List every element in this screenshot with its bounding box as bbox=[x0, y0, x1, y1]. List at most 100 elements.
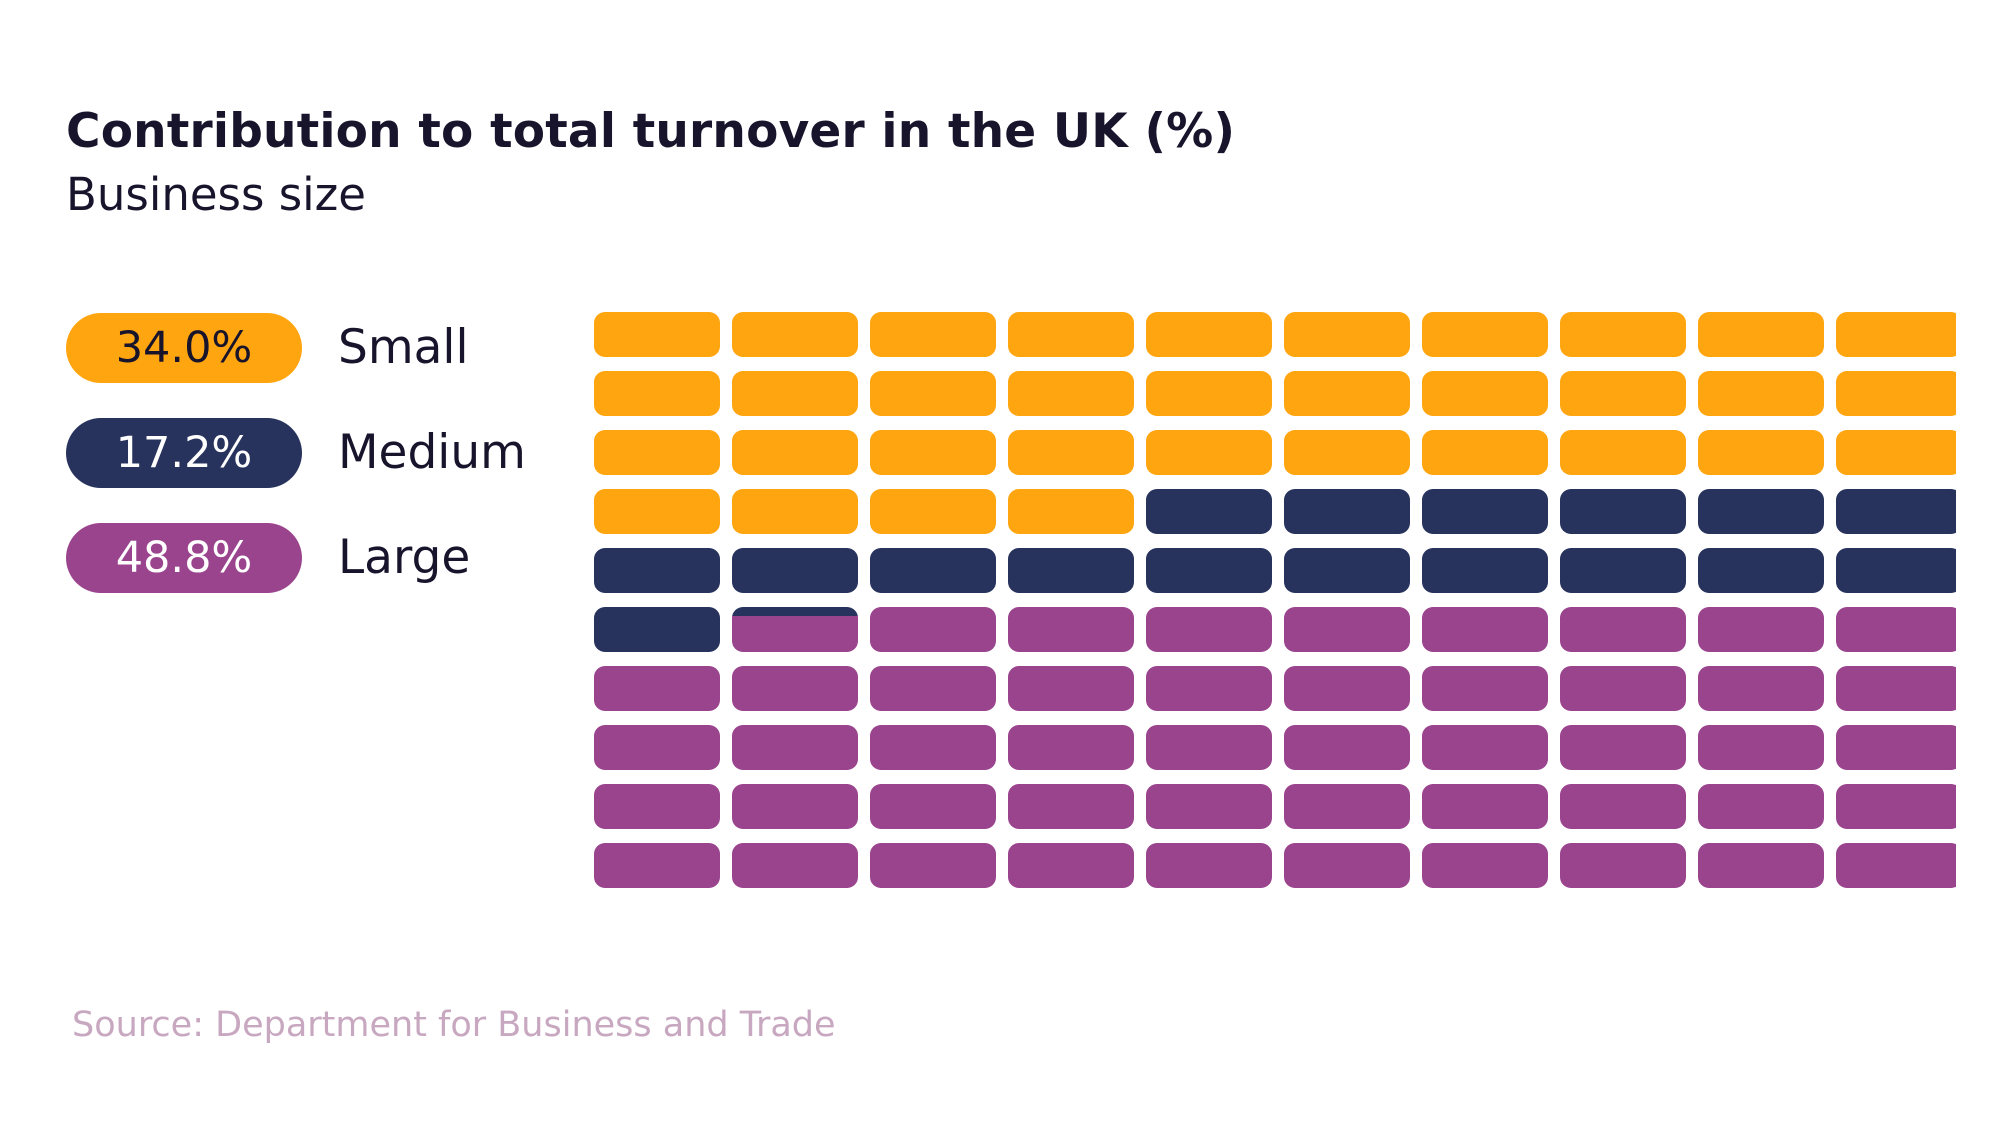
waffle-cell-large bbox=[1836, 843, 1956, 888]
waffle-cell-small bbox=[1146, 430, 1272, 475]
waffle-cell-large bbox=[1836, 725, 1956, 770]
waffle-cell-large bbox=[870, 843, 996, 888]
waffle-cell-split bbox=[732, 607, 858, 652]
waffle-cell-small bbox=[1284, 371, 1410, 416]
waffle-chart bbox=[594, 312, 1956, 888]
waffle-cell-large bbox=[1560, 725, 1686, 770]
waffle-cell-small bbox=[1698, 312, 1824, 357]
waffle-cell-small bbox=[870, 312, 996, 357]
waffle-cell-small bbox=[1008, 312, 1134, 357]
waffle-cell-small bbox=[594, 312, 720, 357]
waffle-cell-large bbox=[1146, 843, 1272, 888]
page-subtitle: Business size bbox=[66, 168, 366, 221]
waffle-cell-small bbox=[1008, 430, 1134, 475]
legend-label-medium: Medium bbox=[338, 425, 526, 480]
waffle-cell-medium bbox=[1284, 548, 1410, 593]
waffle-cell-large bbox=[870, 784, 996, 829]
waffle-cell-medium bbox=[594, 607, 720, 652]
waffle-cell-small bbox=[1284, 312, 1410, 357]
waffle-cell-small bbox=[1698, 371, 1824, 416]
waffle-cell-small bbox=[1008, 371, 1134, 416]
waffle-cell-large bbox=[732, 666, 858, 711]
waffle-cell-large bbox=[1008, 843, 1134, 888]
waffle-cell-small bbox=[732, 489, 858, 534]
waffle-cell-small bbox=[1836, 371, 1956, 416]
waffle-cell-medium bbox=[1284, 489, 1410, 534]
waffle-cell-large bbox=[1422, 725, 1548, 770]
waffle-cell-small bbox=[1560, 371, 1686, 416]
waffle-cell-medium bbox=[1146, 489, 1272, 534]
waffle-cell-large bbox=[870, 725, 996, 770]
waffle-cell-small bbox=[1560, 430, 1686, 475]
waffle-cell-medium bbox=[594, 548, 720, 593]
waffle-cell-large bbox=[1008, 784, 1134, 829]
waffle-cell-small bbox=[1836, 312, 1956, 357]
waffle-cell-medium bbox=[1560, 489, 1686, 534]
waffle-cell-part-large bbox=[732, 616, 858, 652]
waffle-cell-large bbox=[1698, 607, 1824, 652]
waffle-cell-large bbox=[1698, 784, 1824, 829]
waffle-cell-medium bbox=[1698, 548, 1824, 593]
waffle-cell-small bbox=[1836, 430, 1956, 475]
waffle-cell-large bbox=[1284, 784, 1410, 829]
waffle-cell-medium bbox=[1698, 489, 1824, 534]
waffle-cell-large bbox=[1284, 666, 1410, 711]
waffle-cell-large bbox=[594, 666, 720, 711]
waffle-cell-small bbox=[732, 371, 858, 416]
waffle-cell-large bbox=[1836, 666, 1956, 711]
waffle-cell-small bbox=[1422, 430, 1548, 475]
waffle-cell-small bbox=[594, 430, 720, 475]
waffle-cell-large bbox=[1422, 666, 1548, 711]
waffle-cell-large bbox=[1008, 725, 1134, 770]
waffle-cell-medium bbox=[1836, 489, 1956, 534]
waffle-cell-large bbox=[1146, 784, 1272, 829]
waffle-cell-large bbox=[1008, 666, 1134, 711]
waffle-cell-large bbox=[594, 725, 720, 770]
waffle-cell-large bbox=[1560, 607, 1686, 652]
source-note: Source: Department for Business and Trad… bbox=[72, 1005, 836, 1045]
waffle-cell-small bbox=[870, 371, 996, 416]
page-title: Contribution to total turnover in the UK… bbox=[66, 104, 1236, 159]
waffle-cell-large bbox=[1422, 607, 1548, 652]
waffle-cell-medium bbox=[1146, 548, 1272, 593]
waffle-cell-small bbox=[870, 489, 996, 534]
waffle-cell-large bbox=[1836, 607, 1956, 652]
waffle-cell-large bbox=[1698, 725, 1824, 770]
waffle-cell-small bbox=[594, 371, 720, 416]
waffle-cell-small bbox=[732, 430, 858, 475]
waffle-cell-small bbox=[870, 430, 996, 475]
waffle-cell-small bbox=[594, 489, 720, 534]
legend-label-small: Small bbox=[338, 320, 469, 375]
legend-pill-medium: 17.2% bbox=[66, 418, 302, 488]
legend-pill-large: 48.8% bbox=[66, 523, 302, 593]
waffle-cell-large bbox=[1836, 784, 1956, 829]
waffle-cell-large bbox=[732, 725, 858, 770]
waffle-cell-large bbox=[1560, 843, 1686, 888]
waffle-cell-small bbox=[1284, 430, 1410, 475]
waffle-cell-large bbox=[1284, 725, 1410, 770]
waffle-cell-large bbox=[1284, 607, 1410, 652]
waffle-cell-large bbox=[1698, 666, 1824, 711]
legend-label-large: Large bbox=[338, 530, 471, 585]
waffle-cell-medium bbox=[1836, 548, 1956, 593]
waffle-cell-small bbox=[1422, 371, 1548, 416]
waffle-cell-large bbox=[1146, 607, 1272, 652]
waffle-cell-large bbox=[1422, 843, 1548, 888]
waffle-cell-large bbox=[732, 843, 858, 888]
waffle-cell-medium bbox=[732, 548, 858, 593]
waffle-cell-large bbox=[1560, 784, 1686, 829]
waffle-cell-small bbox=[1698, 430, 1824, 475]
waffle-cell-large bbox=[732, 784, 858, 829]
waffle-cell-small bbox=[1422, 312, 1548, 357]
waffle-cell-large bbox=[594, 843, 720, 888]
waffle-cell-small bbox=[1146, 312, 1272, 357]
waffle-cell-small bbox=[1560, 312, 1686, 357]
legend-pill-small: 34.0% bbox=[66, 313, 302, 383]
waffle-cell-small bbox=[1146, 371, 1272, 416]
waffle-cell-large bbox=[1422, 784, 1548, 829]
waffle-cell-large bbox=[1146, 725, 1272, 770]
waffle-cell-large bbox=[1146, 666, 1272, 711]
waffle-cell-large bbox=[1284, 843, 1410, 888]
waffle-cell-medium bbox=[1422, 489, 1548, 534]
waffle-cell-large bbox=[594, 784, 720, 829]
